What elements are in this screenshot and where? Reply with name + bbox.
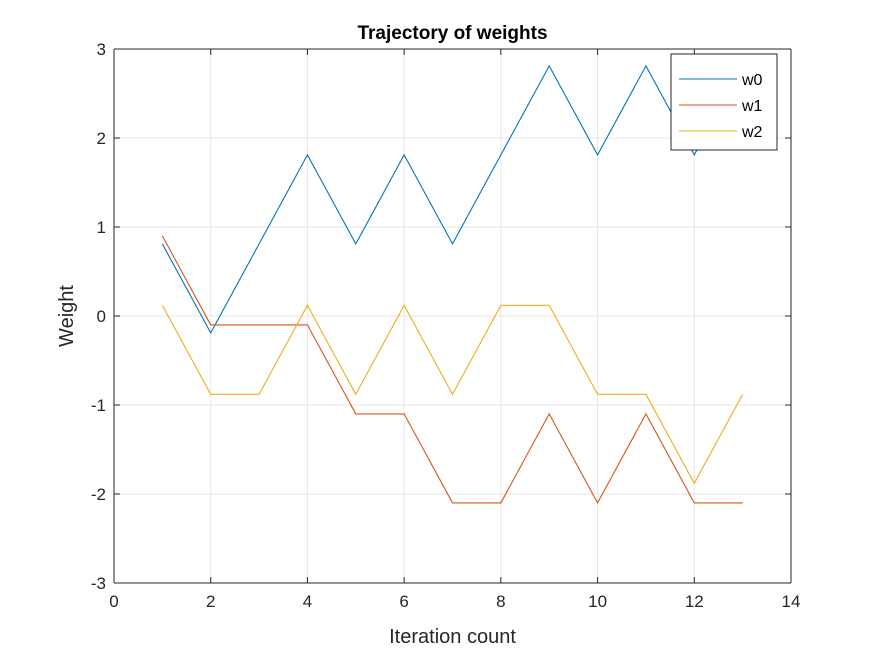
x-tick-label: 14 <box>782 592 801 611</box>
chart-title: Trajectory of weights <box>357 23 547 44</box>
x-tick-label: 6 <box>399 592 408 611</box>
y-tick-label: 2 <box>97 129 106 148</box>
y-tick-label: 1 <box>97 218 106 237</box>
legend-label-w1: w1 <box>741 98 763 115</box>
legend: w0 w1 w2 <box>670 53 778 151</box>
y-axis-label: Weight <box>56 285 78 347</box>
series-line-w0 <box>161 64 744 335</box>
series-layer <box>161 64 744 505</box>
legend-label-w2: w2 <box>741 124 763 141</box>
x-tick-label: 4 <box>303 592 312 611</box>
y-tick-label: 3 <box>97 40 106 59</box>
x-axis-label: Iteration count <box>389 626 516 648</box>
x-tick-label: 2 <box>206 592 215 611</box>
x-tick-label: 12 <box>685 592 704 611</box>
x-tick-label: 10 <box>588 592 607 611</box>
series-line-w1 <box>161 235 743 505</box>
legend-label-w0: w0 <box>741 72 763 89</box>
y-tick-label: 0 <box>97 307 106 326</box>
x-tick-label: 0 <box>109 592 118 611</box>
x-tick-label: 8 <box>496 592 505 611</box>
y-tick-label: -3 <box>91 574 106 593</box>
axes <box>113 48 792 584</box>
y-tick-label: -2 <box>91 485 106 504</box>
y-tick-label: -1 <box>91 396 106 415</box>
series-line-w2 <box>161 304 744 485</box>
legend-box <box>670 53 778 151</box>
